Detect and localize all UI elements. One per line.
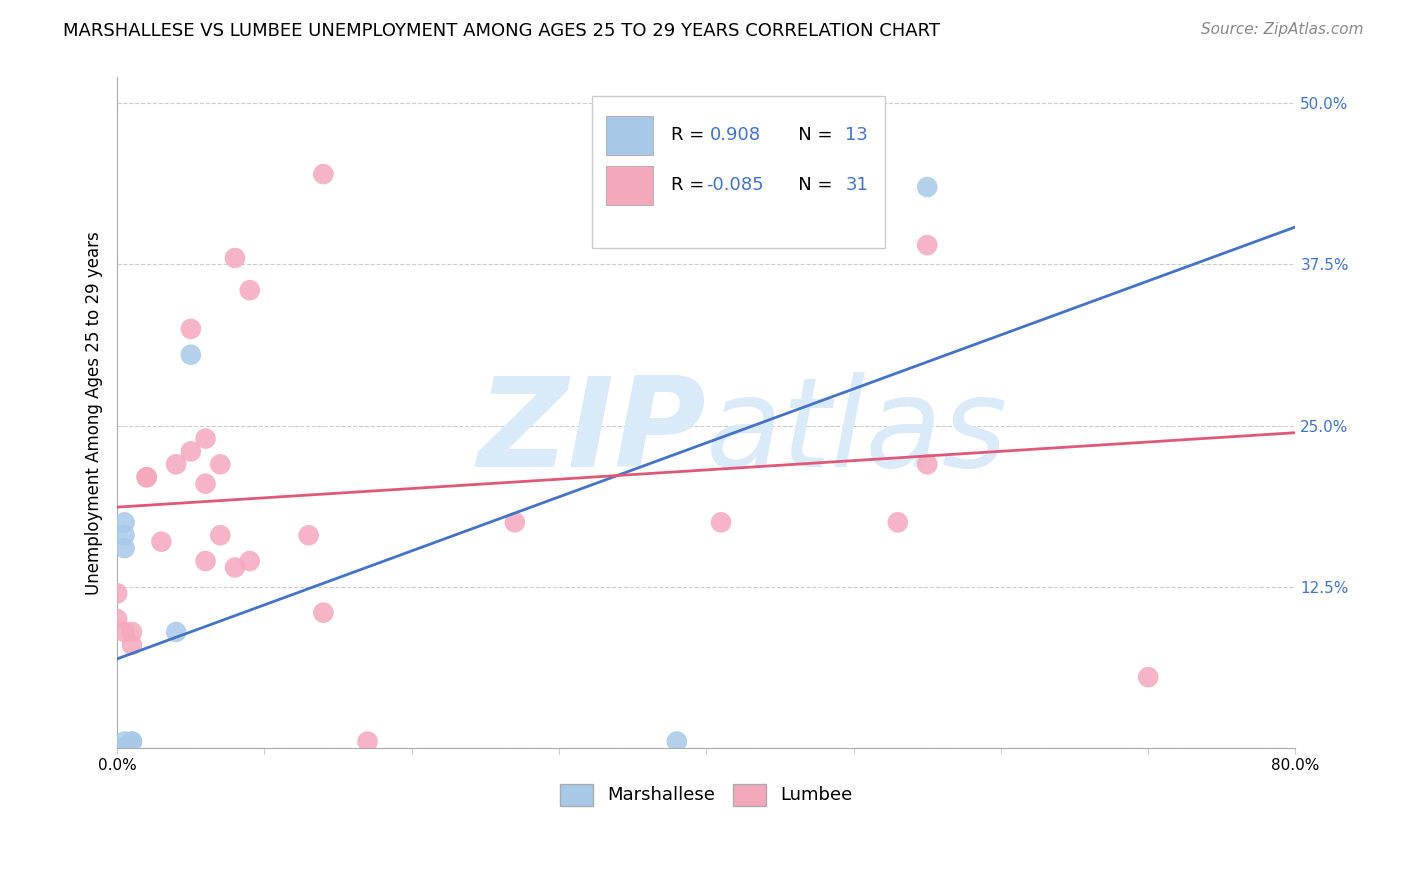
Point	[121, 624, 143, 639]
Text: R =: R =	[671, 177, 710, 194]
Point	[312, 167, 335, 181]
Point	[503, 516, 526, 530]
Point	[114, 741, 136, 756]
Point	[114, 624, 136, 639]
Point	[915, 458, 938, 472]
Point	[194, 554, 217, 568]
Point	[224, 560, 246, 574]
Text: 31: 31	[845, 177, 869, 194]
Point	[135, 470, 157, 484]
Text: 13: 13	[845, 126, 869, 145]
Point	[180, 444, 202, 458]
Point	[165, 458, 187, 472]
Point	[121, 734, 143, 748]
Text: ZIP: ZIP	[478, 372, 706, 493]
Point	[105, 741, 128, 756]
Legend: Marshallese, Lumbee: Marshallese, Lumbee	[553, 776, 859, 813]
Point	[114, 734, 136, 748]
Point	[105, 586, 128, 600]
Text: Source: ZipAtlas.com: Source: ZipAtlas.com	[1201, 22, 1364, 37]
Point	[710, 516, 733, 530]
Point	[224, 251, 246, 265]
Point	[194, 432, 217, 446]
FancyBboxPatch shape	[606, 166, 654, 205]
Point	[165, 624, 187, 639]
Point	[194, 476, 217, 491]
Point	[121, 734, 143, 748]
Point	[724, 219, 747, 233]
Point	[135, 470, 157, 484]
Text: 0.908: 0.908	[710, 126, 761, 145]
Point	[180, 322, 202, 336]
Text: N =: N =	[780, 177, 838, 194]
Point	[121, 638, 143, 652]
Text: MARSHALLESE VS LUMBEE UNEMPLOYMENT AMONG AGES 25 TO 29 YEARS CORRELATION CHART: MARSHALLESE VS LUMBEE UNEMPLOYMENT AMONG…	[63, 22, 941, 40]
Point	[114, 541, 136, 556]
Text: atlas: atlas	[706, 372, 1008, 493]
Point	[114, 528, 136, 542]
Point	[105, 741, 128, 756]
Point	[180, 348, 202, 362]
Point	[915, 238, 938, 252]
Point	[665, 734, 688, 748]
Point	[239, 283, 262, 297]
Text: -0.085: -0.085	[706, 177, 763, 194]
Point	[105, 612, 128, 626]
Point	[114, 516, 136, 530]
Text: N =: N =	[780, 126, 838, 145]
Point	[239, 554, 262, 568]
Point	[209, 528, 232, 542]
Point	[915, 180, 938, 194]
FancyBboxPatch shape	[592, 95, 886, 248]
Y-axis label: Unemployment Among Ages 25 to 29 years: Unemployment Among Ages 25 to 29 years	[86, 231, 103, 595]
Text: R =: R =	[671, 126, 710, 145]
Point	[150, 534, 173, 549]
Point	[209, 458, 232, 472]
Point	[356, 734, 378, 748]
Point	[1137, 670, 1160, 684]
Point	[312, 606, 335, 620]
Point	[298, 528, 321, 542]
FancyBboxPatch shape	[606, 116, 654, 154]
Point	[887, 516, 910, 530]
